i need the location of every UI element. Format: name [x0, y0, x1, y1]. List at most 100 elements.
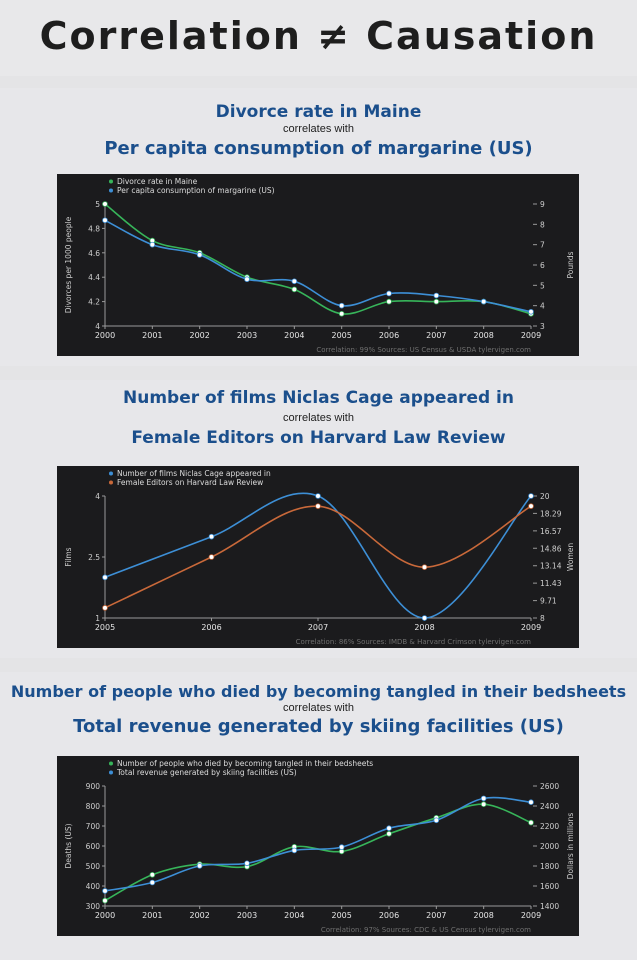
y-left-tick-label: 700	[86, 822, 101, 831]
y-right-tick-label: 3	[540, 322, 545, 331]
legend-entry: Number of films Niclas Cage appeared in	[117, 469, 271, 478]
chart-1-title-a: Divorce rate in Maine	[215, 102, 422, 122]
data-point	[386, 831, 392, 837]
y-right-tick-label: 5	[540, 281, 545, 290]
data-point	[480, 298, 487, 305]
x-tick-label: 2001	[142, 911, 162, 920]
x-tick-label: 2006	[201, 623, 221, 632]
y-left-tick-label: 4.8	[88, 224, 100, 233]
y-left-tick-label: 400	[86, 882, 101, 891]
legend-entry: Divorce rate in Maine	[117, 177, 198, 186]
x-tick-label: 2008	[473, 331, 493, 340]
y-left-axis-label: Divorces per 1000 people	[64, 216, 73, 313]
data-point	[480, 801, 487, 807]
data-point	[480, 795, 487, 802]
y-left-axis-label: Deaths (US)	[64, 823, 73, 868]
y-right-tick-label: 20	[540, 492, 550, 501]
data-point	[421, 615, 428, 621]
data-point	[528, 493, 534, 499]
page-title: Correlation ≠ Causation	[39, 14, 598, 58]
y-right-tick-label: 2000	[540, 842, 559, 851]
x-tick-label: 2001	[142, 331, 162, 340]
legend-swatch	[109, 179, 113, 184]
x-tick-label: 2005	[331, 911, 351, 920]
y-right-tick-label: 9.71	[540, 597, 557, 606]
x-tick-label: 2007	[426, 911, 446, 920]
chart-panel-2: Number of films Niclas Cage appeared in …	[0, 380, 637, 658]
data-point	[528, 503, 534, 509]
x-tick-label: 2006	[379, 911, 399, 920]
x-tick-label: 2003	[237, 911, 257, 920]
x-tick-label: 2008	[473, 911, 493, 920]
series-line-2	[104, 219, 532, 313]
y-right-tick-label: 14.86	[540, 544, 562, 553]
y-right-tick-label: 16.57	[540, 527, 562, 536]
x-tick-label: 2009	[521, 911, 541, 920]
series-line-2	[104, 796, 532, 892]
x-tick-label: 2007	[308, 623, 328, 632]
legend-entry: Per capita consumption of margarine (US)	[117, 186, 275, 195]
y-right-axis-label: Pounds	[566, 251, 575, 278]
chart-1: 2000 2001 2002 2003 2004 2005 2006 2007 2008 2009…	[57, 174, 579, 356]
data-point	[244, 276, 250, 283]
y-right-axis-label: Dollars in millions	[566, 813, 575, 880]
chart-3: 2000 2001 2002 2003 2004 2005 2006 2007 2008 2009…	[57, 756, 579, 936]
data-point	[149, 879, 156, 886]
data-point	[386, 290, 392, 297]
data-point	[102, 201, 108, 207]
y-right-tick-label: 2400	[540, 802, 559, 811]
chart-2: 2005 2006 2007 2008 2009 1 2.5 4 8 9.71 11.43 13.14…	[57, 466, 579, 648]
y-right-tick-label: 9	[540, 200, 545, 209]
chart-2-title-b: Female Editors on Harvard Law Review	[131, 428, 506, 448]
legend-entry: Female Editors on Harvard Law Review	[117, 478, 263, 487]
legend-entry: Total revenue generated by skiing facili…	[116, 768, 297, 777]
x-tick-label: 2009	[521, 331, 541, 340]
x-tick-label: 2009	[521, 623, 541, 632]
y-left-tick-label: 4.2	[88, 298, 100, 307]
y-right-tick-label: 1600	[540, 882, 559, 891]
y-left-tick-label: 4	[95, 322, 100, 331]
y-right-tick-label: 2200	[540, 822, 559, 831]
chart-3-connector: correlates with	[283, 702, 354, 714]
y-right-tick-label: 1400	[540, 902, 559, 911]
y-right-tick-label: 7	[540, 241, 545, 250]
data-point	[102, 217, 108, 224]
data-point	[196, 252, 203, 258]
data-point	[291, 847, 298, 854]
y-left-tick-label: 600	[86, 842, 101, 851]
y-left-tick-label: 4.4	[88, 273, 100, 282]
data-point	[421, 564, 428, 570]
y-right-tick-label: 1800	[540, 862, 559, 871]
data-point	[102, 897, 108, 904]
data-point	[386, 825, 392, 831]
y-left-tick-label: 800	[86, 802, 101, 811]
data-point	[149, 241, 156, 248]
x-tick-label: 2000	[95, 911, 115, 920]
y-right-tick-label: 11.43	[540, 579, 562, 588]
x-tick-label: 2005	[331, 331, 351, 340]
x-tick-label: 2004	[284, 331, 304, 340]
y-right-tick-label: 8	[540, 220, 545, 229]
legend-swatch	[109, 770, 113, 775]
chart-3-title-b: Total revenue generated by skiing facili…	[73, 716, 564, 737]
data-point	[291, 286, 298, 293]
y-right-axis-label: Women	[566, 543, 575, 571]
data-point	[315, 493, 321, 499]
data-point	[433, 298, 440, 305]
x-tick-label: 2003	[237, 331, 257, 340]
x-tick-label: 2004	[284, 911, 304, 920]
chart-1-connector: correlates with	[283, 123, 354, 135]
legend-swatch	[109, 761, 113, 766]
y-right-tick-label: 18.29	[540, 509, 562, 518]
data-point	[291, 278, 298, 285]
x-tick-label: 2006	[379, 331, 399, 340]
x-tick-label: 2005	[95, 623, 115, 632]
data-point	[338, 311, 345, 317]
legend-swatch	[109, 471, 113, 476]
legend-entry: Number of people who died by becoming ta…	[117, 759, 373, 768]
chart-footer: Correlation: 99% Sources: US Census & US…	[316, 346, 531, 354]
y-left-tick-label: 300	[86, 902, 101, 911]
y-left-tick-label: 5	[95, 200, 100, 209]
chart-background	[57, 174, 579, 356]
legend-swatch	[109, 188, 113, 193]
